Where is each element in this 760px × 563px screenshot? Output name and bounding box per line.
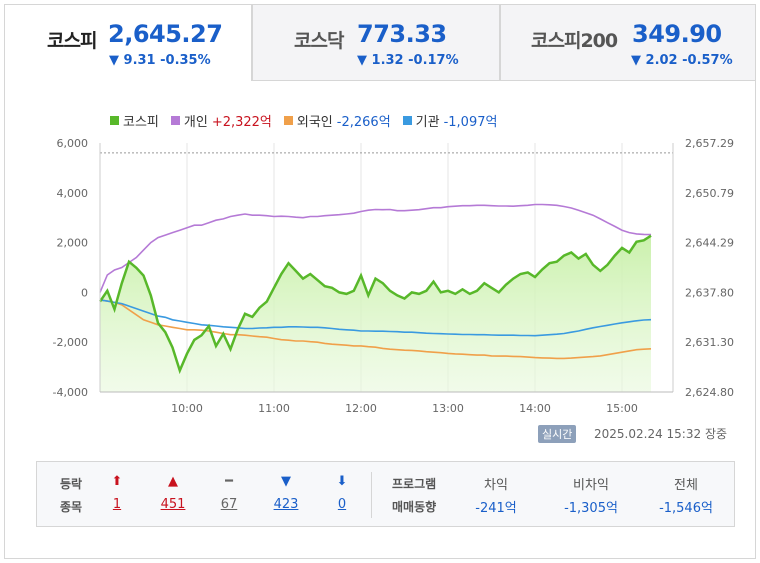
- y-right-tick-label: 2,624.80: [685, 386, 734, 399]
- tab-value: 2,645.27: [108, 20, 223, 48]
- tab-kospi200[interactable]: 코스피200 349.90 ▼ 2.02 -0.57%: [500, 4, 756, 81]
- legend-foreign[interactable]: 외국인 -2,266억: [283, 111, 391, 130]
- program-label-2: 매매동향: [392, 500, 437, 514]
- legend-swatch: [402, 116, 412, 125]
- legend-label: 기관: [415, 115, 440, 130]
- market-status: 장중: [704, 427, 728, 441]
- legend-individual[interactable]: 개인 +2,322억: [170, 111, 272, 130]
- legend-swatch: [110, 116, 119, 125]
- unchanged-count[interactable]: 67: [220, 497, 238, 512]
- widget-frame: [4, 4, 756, 559]
- tab-kosdaq[interactable]: 코스닥 773.33 ▼ 1.32 -0.17%: [252, 4, 500, 81]
- foreign-series-line: [99, 299, 652, 360]
- arbitrage-header: 차익: [484, 478, 508, 493]
- timestamp: 2025.02.24 15:32 장중: [594, 425, 727, 442]
- tab-name: 코스피200: [531, 30, 618, 52]
- upper-limit-icon: ⬆: [111, 474, 123, 489]
- intraday-chart: 6,000 4,000 2,000 0 -2,000 -4,000 2,657.29 2,65…: [53, 137, 734, 415]
- fall-icon: ▼: [281, 474, 291, 489]
- x-tick-label: 12:00: [345, 402, 377, 415]
- non-arbitrage-value: -1,305억: [564, 501, 618, 516]
- legend-kospi[interactable]: 코스피: [110, 111, 159, 130]
- y-left-tick-label: -2,000: [53, 336, 88, 349]
- institution-series-line: [99, 299, 652, 337]
- tab-value: 349.90: [632, 20, 722, 48]
- y-right-tick-label: 2,631.30: [685, 336, 734, 349]
- summary-box: 등락 종목 ⬆ 1 ▲ 451 ━ 67 ▼ 423 ⬇ 0 프로그램 매매동향…: [36, 461, 735, 527]
- legend-swatch: [170, 116, 180, 125]
- tab-change: ▼ 9.31 -0.35%: [109, 53, 211, 68]
- x-tick-label: 15:00: [606, 402, 638, 415]
- legend-institution[interactable]: 기관 -1,097억: [402, 111, 498, 130]
- tab-value: 773.33: [357, 20, 447, 48]
- x-tick-label: 11:00: [258, 402, 290, 415]
- legend-swatch: [283, 116, 293, 125]
- non-arbitrage-header: 비차익: [573, 478, 609, 493]
- total-value: -1,546억: [659, 501, 713, 516]
- rise-icon: ▲: [168, 474, 178, 489]
- y-left-tick-label: 2,000: [57, 237, 89, 250]
- x-tick-label: 14:00: [519, 402, 551, 415]
- tab-change: ▼ 1.32 -0.17%: [357, 53, 459, 68]
- tab-change: ▼ 2.02 -0.57%: [631, 53, 733, 68]
- fall-count[interactable]: 423: [273, 497, 299, 512]
- y-right-tick-label: 2,644.29: [685, 237, 734, 250]
- timestamp-datetime: 2025.02.24 15:32: [594, 427, 702, 441]
- y-left-tick-label: 0: [81, 286, 88, 299]
- y-right-tick-label: 2,637.80: [685, 286, 734, 299]
- x-tick-label: 13:00: [432, 402, 464, 415]
- tab-name: 코스닥: [294, 30, 344, 52]
- y-left-tick-label: 4,000: [57, 187, 89, 200]
- x-tick-label: 10:00: [171, 402, 203, 415]
- legend-label: 외국인: [296, 115, 333, 130]
- arbitrage-value: -241억: [475, 501, 517, 516]
- legend-label: 코스피: [123, 115, 159, 130]
- legend-value: -1,097억: [443, 115, 498, 130]
- legend-value: -2,266억: [336, 115, 391, 130]
- legend-value: +2,322억: [211, 115, 272, 130]
- individual-series-line: [99, 203, 652, 293]
- breadth-label-2: 종목: [60, 500, 83, 514]
- tab-kospi[interactable]: 코스피 2,645.27 ▼ 9.31 -0.35%: [4, 4, 252, 81]
- program-label-1: 프로그램: [392, 477, 437, 491]
- y-right-tick-label: 2,657.29: [685, 137, 734, 150]
- index-tabs: 코스피 2,645.27 ▼ 9.31 -0.35% 코스닥 773.33 ▼ …: [4, 4, 756, 81]
- y-left-tick-label: -4,000: [53, 386, 88, 399]
- lower-limit-icon: ⬇: [336, 474, 348, 489]
- legend-label: 개인: [183, 115, 208, 130]
- unchanged-icon: ━: [225, 474, 233, 489]
- y-left-tick-label: 6,000: [57, 137, 89, 150]
- breadth-label-1: 등락: [60, 477, 83, 491]
- lower-limit-count[interactable]: 0: [337, 497, 347, 512]
- upper-limit-count[interactable]: 1: [112, 497, 122, 512]
- total-header: 전체: [674, 478, 698, 493]
- y-right-tick-label: 2,650.79: [685, 187, 734, 200]
- kospi-series-line: [98, 234, 652, 375]
- tab-name: 코스피: [47, 30, 97, 52]
- divider: [371, 472, 372, 518]
- rise-count[interactable]: 451: [160, 497, 186, 512]
- kospi-area: [100, 235, 651, 392]
- realtime-badge: 실시간: [538, 425, 577, 443]
- chart-legend: 코스피 개인 +2,322억 외국인 -2,266억 기관 -1,097억: [110, 111, 497, 130]
